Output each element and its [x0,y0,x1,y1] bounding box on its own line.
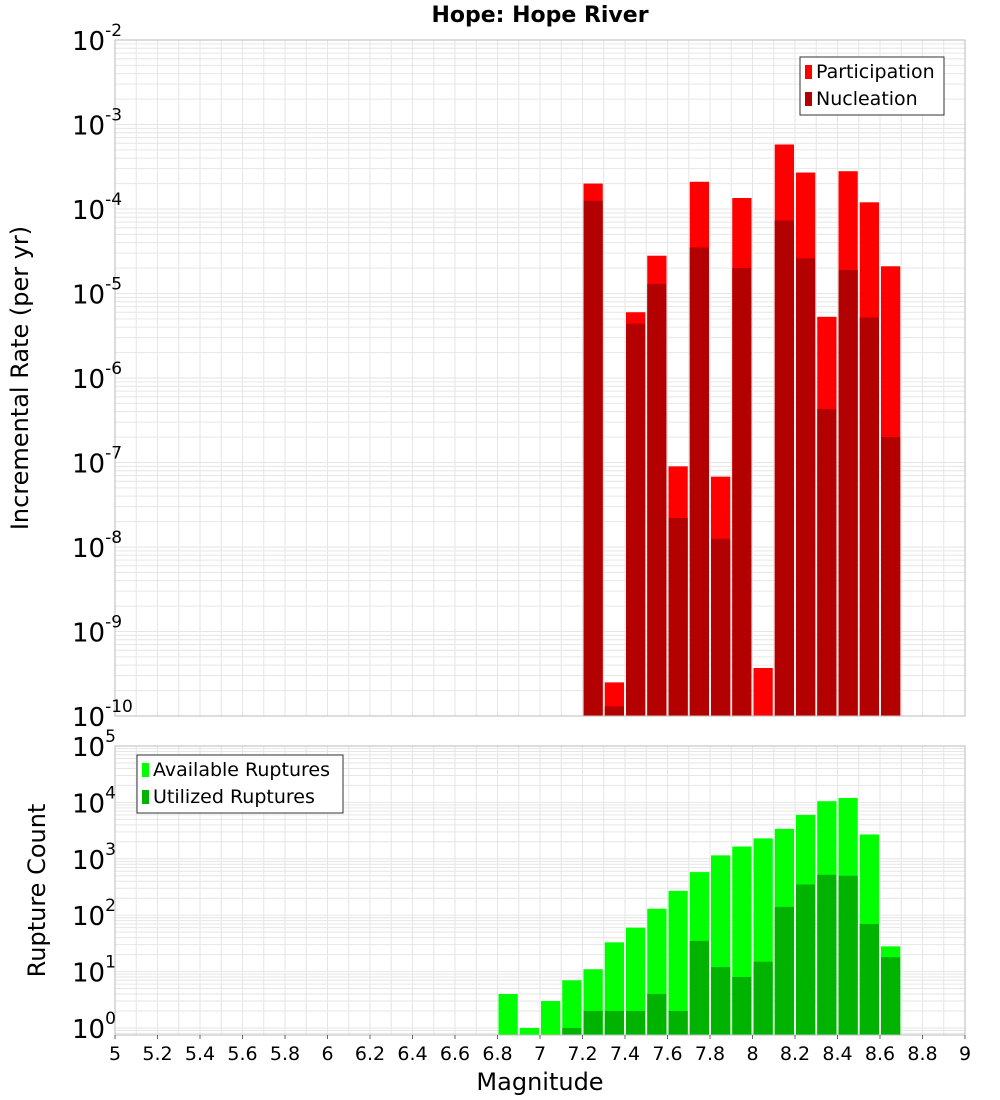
y-tick-label: 10-10 [72,697,133,733]
x-axis-ticks: 5 5.2 5.4 5.6 5.8 6 6.2 6.4 6.6 6.8 7 7.2 7.4 7.6 7.8 8… [109,1035,971,1065]
bar-utilized-ruptures [562,1027,582,1035]
top-y-axis-label: Incremental Rate (per yr) [6,226,34,530]
y-tick-label: 10-5 [72,275,122,311]
bar-nucleation [859,317,879,716]
x-tick-label: 7.8 [695,1043,725,1065]
bar-utilized-ruptures [881,957,901,1035]
legend-swatch [805,65,812,79]
bar-nucleation [583,200,603,717]
bar-utilized-ruptures [626,1010,646,1035]
legend-label: Utilized Ruptures [153,786,315,808]
y-tick-label: 105 [72,727,116,763]
y-tick-label: 10-2 [72,21,122,57]
bar-available-ruptures [498,994,518,1035]
bar-nucleation [796,258,816,716]
bar-available-ruptures [668,890,688,1035]
y-tick-label: 10-3 [72,106,122,142]
x-tick-label: 8.6 [865,1043,895,1065]
bottom-legend: Available Ruptures Utilized Ruptures [136,754,344,814]
x-tick-label: 9 [959,1043,971,1065]
bar-utilized-ruptures [732,977,752,1035]
top-plot-frame [114,39,966,717]
bar-available-ruptures [541,1001,561,1035]
legend-swatch [805,92,812,106]
bar-nucleation [626,323,646,716]
y-tick-label: 10-8 [72,528,122,564]
y-tick-label: 102 [72,896,116,932]
x-tick-label: 5.8 [270,1043,300,1065]
bar-utilized-ruptures [711,967,731,1035]
x-tick-label: 6.4 [397,1043,427,1065]
top-y-axis-ticks: 10-10 10-9 10-8 10-7 10-6 10-5 10-4 10-3 10-2 [72,21,133,733]
chart-title: Hope: Hope River [431,3,648,28]
bar-available-ruptures [519,1027,539,1035]
bottom-plot-bars [498,797,901,1035]
bottom-y-axis-ticks: 100 101 102 103 104 105 [72,727,116,1045]
bar-nucleation [881,437,901,716]
x-tick-label: 5.6 [227,1043,257,1065]
legend-swatch [142,790,149,804]
top-plot-grid [114,39,966,717]
y-tick-label: 101 [72,953,116,989]
x-tick-label: 7.4 [610,1043,640,1065]
legend-label: Nucleation [816,88,918,110]
y-tick-label: 100 [72,1009,116,1045]
bar-utilized-ruptures [817,874,837,1035]
bottom-y-axis-label: Rupture Count [23,804,51,978]
legend-label: Available Ruptures [153,759,330,781]
bar-nucleation [689,247,709,716]
bar-utilized-ruptures [859,923,879,1035]
x-tick-label: 8.4 [822,1043,852,1065]
x-tick-label: 6.8 [482,1043,512,1065]
x-tick-label: 8.2 [780,1043,810,1065]
x-tick-label: 6.6 [440,1043,470,1065]
legend-box [799,56,945,116]
y-tick-label: 10-7 [72,444,122,480]
bar-nucleation [774,220,794,716]
y-tick-label: 10-9 [72,613,122,649]
x-tick-label: 8 [746,1043,758,1065]
legend-label: Participation [816,61,935,83]
bar-nucleation [711,538,731,716]
x-tick-label: 7.6 [652,1043,682,1065]
y-tick-label: 103 [72,840,116,876]
top-legend: Participation Nucleation [799,56,945,116]
bar-nucleation [838,269,858,716]
y-tick-label: 104 [72,783,116,819]
x-tick-label: 8.8 [907,1043,937,1065]
y-tick-label: 10-6 [72,359,122,395]
bar-nucleation [647,283,667,716]
bar-utilized-ruptures [647,994,667,1035]
x-tick-label: 7.2 [567,1043,597,1065]
bar-utilized-ruptures [753,961,773,1035]
bar-utilized-ruptures [796,884,816,1035]
legend-box [136,754,344,814]
bar-utilized-ruptures [774,906,794,1035]
bar-nucleation [732,268,752,716]
bar-utilized-ruptures [604,1010,624,1035]
legend-swatch [142,763,149,777]
bar-nucleation [668,518,688,716]
bar-utilized-ruptures [689,940,709,1035]
x-tick-label: 7 [534,1043,546,1065]
bar-participation [753,667,773,716]
bar-available-ruptures [562,980,582,1035]
y-tick-label: 10-4 [72,190,122,226]
bar-nucleation [817,408,837,716]
top-plot-bars [583,144,901,717]
bar-nucleation [604,706,624,716]
bar-utilized-ruptures [583,1010,603,1035]
x-axis-label: Magnitude [476,1068,603,1096]
x-tick-label: 6 [321,1043,333,1065]
bar-available-ruptures [626,927,646,1035]
bar-utilized-ruptures [668,1010,688,1035]
x-tick-label: 5 [109,1043,121,1065]
x-tick-label: 6.2 [355,1043,385,1065]
x-tick-label: 5.4 [185,1043,215,1065]
x-tick-label: 5.2 [142,1043,172,1065]
bar-utilized-ruptures [838,875,858,1035]
